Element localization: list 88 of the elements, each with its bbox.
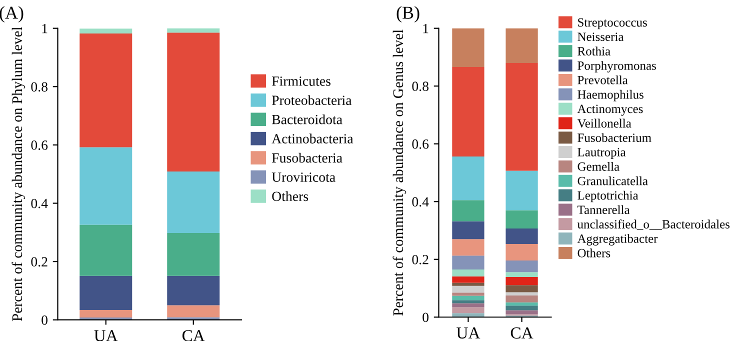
y-tick-label: 0.2	[412, 254, 428, 264]
y-tick-label: 0.4	[412, 197, 429, 207]
bar	[80, 276, 132, 310]
bar	[167, 28, 220, 33]
y-tick-label: 1	[42, 24, 48, 34]
x-tick-label: UA	[456, 327, 480, 339]
legend-label: Haemophilus	[578, 90, 644, 102]
bar	[167, 276, 220, 306]
y-tick-label: 0.4	[31, 198, 48, 208]
legend-label: Bacteroidota	[272, 114, 342, 124]
y-tick-label: 0.6	[412, 139, 429, 149]
bar	[452, 221, 484, 240]
legend-label: Firmicutes	[272, 76, 330, 86]
bar	[80, 310, 132, 318]
legend-label: Rothia	[578, 46, 610, 56]
legend-label: Fusobacteria	[272, 152, 342, 163]
legend-label: Lautropia	[578, 148, 626, 159]
bar	[80, 147, 132, 225]
bar	[506, 306, 538, 310]
legend-label: Veillonella	[577, 118, 632, 128]
legend-label: Actinomyces	[577, 104, 643, 116]
bar	[452, 28, 484, 68]
bar	[506, 244, 538, 261]
bar	[167, 305, 220, 318]
bar	[506, 302, 538, 306]
bar	[506, 272, 538, 277]
legend-label: Gemella	[578, 162, 620, 171]
bar	[452, 307, 484, 314]
legend-label: Fusobacterium	[578, 133, 652, 142]
legend-label: unclassified_o__Bacteroidales	[577, 220, 730, 230]
y-tick-label: 0.8	[31, 82, 48, 92]
bar	[167, 317, 220, 320]
bar	[506, 260, 538, 272]
bar	[452, 239, 484, 256]
bar	[452, 156, 484, 200]
legend-label: Leptotrichia	[578, 190, 638, 202]
bar	[80, 224, 132, 276]
y-tick-label: 1	[423, 24, 428, 34]
legend-label: Proteobacteria	[272, 95, 352, 106]
bar	[452, 303, 484, 308]
x-tick-label: CA	[182, 330, 205, 341]
x-tick-label: UA	[94, 330, 118, 341]
legend-label: Prevotella	[578, 76, 628, 84]
bar	[506, 28, 538, 63]
legend-label: Uroviricota	[272, 172, 336, 182]
bar	[452, 67, 484, 157]
bar	[506, 310, 538, 314]
legend-label: Porphyromonas	[578, 61, 656, 72]
bar	[452, 269, 484, 276]
bar	[506, 228, 538, 244]
legend-label: Actinobacteria	[272, 134, 354, 144]
bar	[452, 282, 484, 286]
bar	[452, 296, 484, 300]
chart-title: (B)	[396, 6, 420, 23]
legend-label: Neisseria	[578, 32, 624, 42]
y-tick-label: 0	[422, 312, 428, 322]
bar	[452, 286, 484, 293]
bar	[80, 34, 132, 148]
y-axis-title: Percent of community abundance on Genus level	[392, 30, 406, 316]
bar	[167, 32, 220, 172]
bar	[452, 256, 484, 270]
bar	[452, 200, 484, 222]
bar	[506, 292, 538, 296]
legend-label: Others	[578, 248, 610, 258]
bar	[506, 295, 538, 302]
legend-label: Tannerella	[577, 205, 630, 214]
bar	[506, 276, 538, 286]
bar	[452, 276, 484, 283]
y-tick-label: 0.8	[412, 82, 428, 92]
bar	[506, 62, 538, 171]
x-tick-label: CA	[510, 327, 534, 339]
bar	[506, 170, 538, 210]
chart-title: (A)	[0, 6, 24, 22]
bar	[506, 285, 538, 292]
legend-label: Aggregatibacter	[577, 234, 658, 246]
bar	[452, 300, 484, 304]
bar	[167, 232, 220, 276]
legend-label: Streptococcus	[578, 18, 647, 30]
y-axis-title: Percent of community abundance on Phylum level	[12, 26, 26, 322]
bar	[506, 210, 538, 228]
bar	[167, 171, 220, 233]
y-tick-label: 0.6	[31, 140, 48, 150]
y-tick-label: 0	[42, 315, 48, 325]
bar	[80, 28, 132, 34]
legend-label: Others	[272, 191, 308, 202]
legend-label: Granulicatella	[578, 176, 648, 186]
y-tick-label: 0.2	[31, 257, 48, 267]
bar	[452, 292, 484, 296]
